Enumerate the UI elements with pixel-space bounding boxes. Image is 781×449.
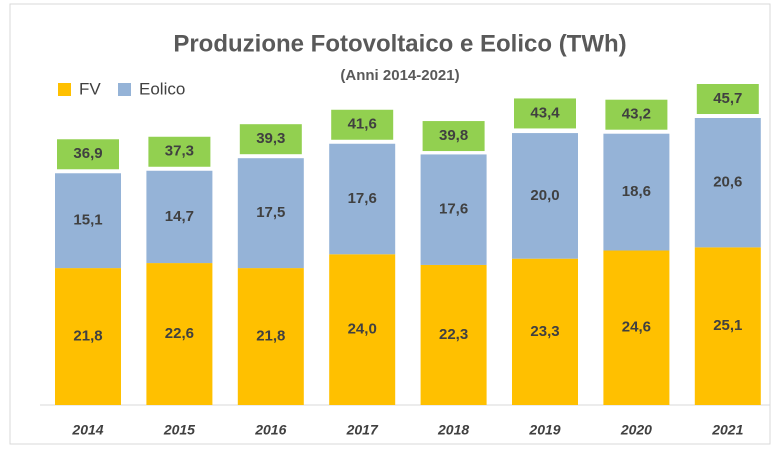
data-label: 23,3 bbox=[530, 323, 559, 340]
total-label: 41,6 bbox=[348, 116, 377, 133]
total-label: 36,9 bbox=[73, 145, 102, 162]
total-box bbox=[696, 84, 759, 115]
data-label: 22,6 bbox=[165, 325, 194, 342]
bar-segment bbox=[55, 268, 121, 405]
data-label: 17,6 bbox=[439, 201, 468, 218]
data-label: 21,8 bbox=[73, 328, 102, 345]
bar-segment bbox=[55, 173, 121, 269]
x-tick-label: 2016 bbox=[254, 422, 286, 438]
total-label: 43,2 bbox=[622, 106, 651, 123]
data-label: 15,1 bbox=[73, 212, 102, 229]
data-label: 20,6 bbox=[713, 174, 742, 191]
bar-segment bbox=[146, 263, 213, 405]
total-box bbox=[57, 139, 119, 170]
bar-segment bbox=[420, 264, 487, 405]
x-tick-label: 2014 bbox=[71, 422, 103, 438]
data-label: 25,1 bbox=[713, 317, 742, 334]
total-box bbox=[331, 109, 394, 140]
data-label: 18,6 bbox=[622, 183, 651, 200]
legend-label: FV bbox=[79, 79, 101, 98]
bar-segment bbox=[694, 118, 761, 248]
bar-segment bbox=[329, 254, 396, 405]
bar-segment bbox=[146, 170, 213, 264]
bar-segment bbox=[420, 154, 487, 265]
data-label: 17,6 bbox=[348, 190, 377, 207]
x-tick-label: 2018 bbox=[437, 422, 469, 438]
chart-subtitle: (Anni 2014-2021) bbox=[340, 67, 459, 84]
total-label: 37,3 bbox=[165, 143, 194, 160]
data-label: 14,7 bbox=[165, 208, 194, 225]
x-tick-label: 2020 bbox=[620, 422, 652, 438]
x-tick-label: 2021 bbox=[711, 422, 743, 438]
bar-segment bbox=[603, 250, 670, 405]
x-tick-label: 2015 bbox=[163, 422, 195, 438]
data-label: 22,3 bbox=[439, 326, 468, 343]
data-label: 17,5 bbox=[256, 204, 285, 221]
total-label: 45,7 bbox=[713, 90, 742, 107]
chart-title: Produzione Fotovoltaico e Eolico (TWh) bbox=[173, 30, 626, 57]
total-label: 39,3 bbox=[256, 130, 285, 147]
bar-segment bbox=[237, 158, 304, 269]
bar-segment bbox=[237, 268, 304, 405]
data-label: 24,6 bbox=[622, 319, 651, 336]
x-tick-label: 2019 bbox=[528, 422, 560, 438]
bar-segment bbox=[329, 143, 396, 255]
total-box bbox=[422, 121, 485, 152]
total-box bbox=[514, 98, 576, 129]
legend-swatch bbox=[58, 83, 71, 96]
data-label: 21,8 bbox=[256, 328, 285, 345]
total-box bbox=[605, 99, 668, 130]
total-box bbox=[239, 124, 302, 155]
bar-segment bbox=[512, 258, 578, 405]
bar-segment bbox=[694, 247, 761, 405]
total-box bbox=[148, 136, 211, 167]
total-label: 39,8 bbox=[439, 127, 468, 144]
total-label: 43,4 bbox=[530, 104, 560, 121]
data-label: 20,0 bbox=[530, 187, 559, 204]
x-tick-label: 2017 bbox=[346, 422, 379, 438]
bar-segment bbox=[512, 133, 578, 259]
data-label: 24,0 bbox=[348, 321, 377, 338]
legend-swatch bbox=[118, 83, 131, 96]
bar-segment bbox=[603, 133, 670, 251]
legend-label: Eolico bbox=[139, 79, 185, 98]
